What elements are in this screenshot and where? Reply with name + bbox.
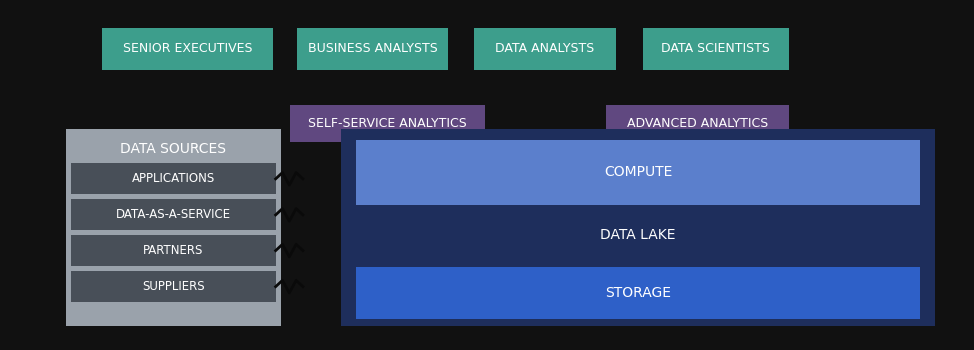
FancyBboxPatch shape <box>71 271 276 302</box>
Text: SELF-SERVICE ANALYTICS: SELF-SERVICE ANALYTICS <box>309 117 467 130</box>
FancyBboxPatch shape <box>71 163 276 194</box>
Text: DATA LAKE: DATA LAKE <box>600 228 676 242</box>
Text: DATA SCIENTISTS: DATA SCIENTISTS <box>661 42 770 56</box>
Text: APPLICATIONS: APPLICATIONS <box>131 172 215 186</box>
FancyBboxPatch shape <box>356 140 920 205</box>
FancyBboxPatch shape <box>66 130 281 326</box>
Text: DATA-AS-A-SERVICE: DATA-AS-A-SERVICE <box>116 208 231 222</box>
Text: SUPPLIERS: SUPPLIERS <box>142 280 205 293</box>
Text: DATA SOURCES: DATA SOURCES <box>121 142 226 156</box>
Text: DATA ANALYSTS: DATA ANALYSTS <box>496 42 594 56</box>
FancyBboxPatch shape <box>71 199 276 230</box>
FancyBboxPatch shape <box>606 105 789 142</box>
Text: ADVANCED ANALYTICS: ADVANCED ANALYTICS <box>626 117 768 130</box>
Text: COMPUTE: COMPUTE <box>604 166 672 180</box>
Text: BUSINESS ANALYSTS: BUSINESS ANALYSTS <box>308 42 437 56</box>
Text: SENIOR EXECUTIVES: SENIOR EXECUTIVES <box>123 42 252 56</box>
FancyBboxPatch shape <box>474 28 616 70</box>
FancyBboxPatch shape <box>341 209 935 261</box>
Text: STORAGE: STORAGE <box>605 286 671 300</box>
FancyBboxPatch shape <box>71 235 276 266</box>
FancyBboxPatch shape <box>341 130 935 326</box>
FancyBboxPatch shape <box>290 105 485 142</box>
FancyBboxPatch shape <box>297 28 448 70</box>
FancyBboxPatch shape <box>643 28 789 70</box>
FancyBboxPatch shape <box>356 267 920 318</box>
Text: PARTNERS: PARTNERS <box>143 244 204 257</box>
FancyBboxPatch shape <box>102 28 273 70</box>
